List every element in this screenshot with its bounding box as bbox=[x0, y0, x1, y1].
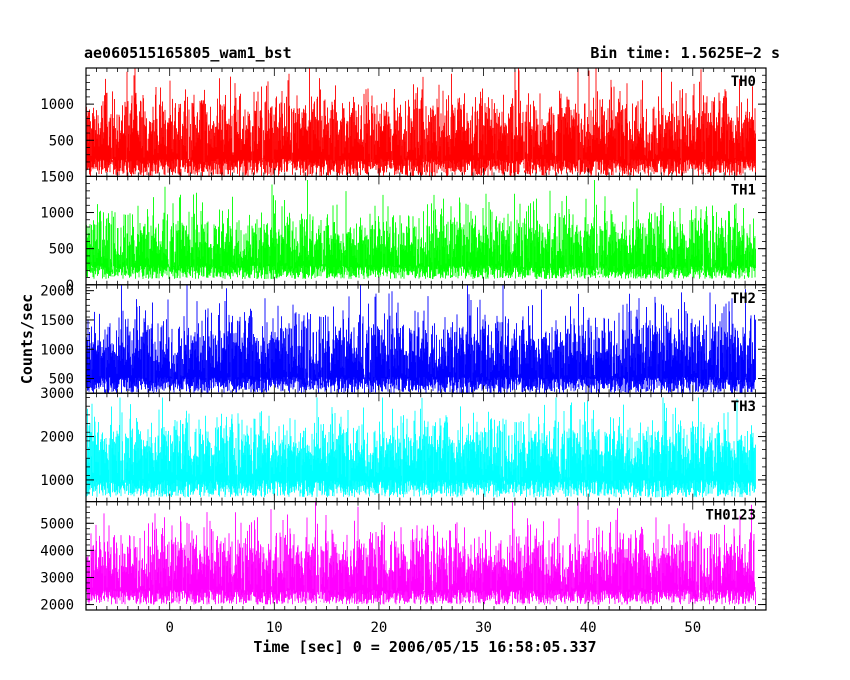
y-tick-label: 1000 bbox=[40, 473, 74, 489]
chart-title: ae060515165805_wam1_bst bbox=[84, 44, 292, 62]
y-tick-label: 500 bbox=[49, 242, 74, 258]
y-tick-label: 1500 bbox=[40, 313, 74, 329]
y-tick-label: 1000 bbox=[40, 206, 74, 222]
y-tick-label: 500 bbox=[49, 133, 74, 149]
x-tick-label: 20 bbox=[370, 620, 387, 636]
x-tick-label: 0 bbox=[165, 620, 173, 636]
panel-label-th0: TH0 bbox=[731, 74, 756, 90]
y-tick-label: 3000 bbox=[40, 386, 74, 402]
bin-time-label: Bin time: 1.5625E−2 s bbox=[590, 44, 780, 62]
y-tick-label: 2000 bbox=[40, 430, 74, 446]
y-tick-label: 1500 bbox=[40, 169, 74, 185]
y-tick-label: 1000 bbox=[40, 97, 74, 113]
series-th2 bbox=[85, 284, 756, 394]
y-tick-label: 5000 bbox=[40, 516, 74, 532]
y-tick-label: 500 bbox=[49, 372, 74, 388]
series-th0 bbox=[85, 68, 756, 177]
panel-label-th0123: TH0123 bbox=[705, 508, 756, 524]
panel-label-th2: TH2 bbox=[731, 291, 756, 307]
panel-label-th3: TH3 bbox=[731, 399, 756, 415]
x-tick-label: 50 bbox=[684, 620, 701, 636]
series-th1 bbox=[85, 180, 756, 279]
y-tick-label: 3000 bbox=[40, 570, 74, 586]
x-tick-label: 10 bbox=[266, 620, 283, 636]
x-tick-label: 40 bbox=[580, 620, 597, 636]
x-tick-label: 30 bbox=[475, 620, 492, 636]
panel-label-th1: TH1 bbox=[731, 182, 756, 198]
series-th0123 bbox=[85, 501, 756, 605]
y-tick-label: 0 bbox=[66, 278, 74, 294]
y-tick-label: 2000 bbox=[40, 598, 74, 614]
x-axis-label: Time [sec] 0 = 2006/05/15 16:58:05.337 bbox=[253, 638, 597, 656]
y-tick-label: 1000 bbox=[40, 342, 74, 358]
y-tick-label: 4000 bbox=[40, 543, 74, 559]
y-tick-label: 2000 bbox=[40, 284, 74, 300]
y-axis-label: Counts/sec bbox=[18, 293, 36, 385]
series-th3 bbox=[85, 397, 756, 498]
